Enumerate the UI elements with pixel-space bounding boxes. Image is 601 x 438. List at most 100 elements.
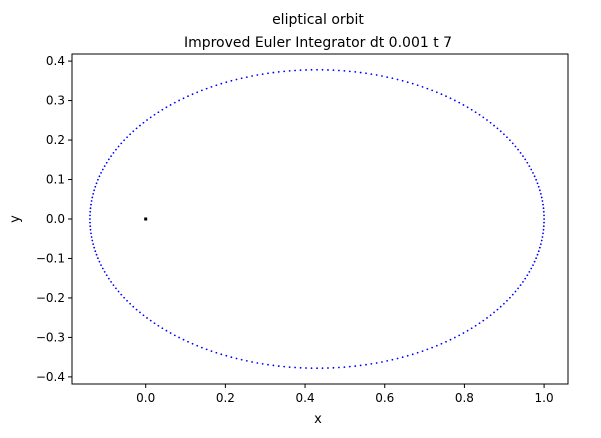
y-tick-label: −0.4 xyxy=(36,370,65,384)
orbit-point xyxy=(348,70,351,73)
orbit-point xyxy=(91,239,94,242)
orbit-point xyxy=(210,350,213,353)
orbit-point xyxy=(142,121,145,124)
orbit-point xyxy=(299,366,302,369)
orbit-point xyxy=(310,367,313,370)
orbit-point xyxy=(191,93,194,96)
orbit-point xyxy=(89,207,92,210)
orbit-point xyxy=(542,232,544,235)
orbit-point xyxy=(187,95,189,98)
orbit-point xyxy=(261,362,264,365)
orbit-point xyxy=(110,155,112,158)
orbit-point xyxy=(517,287,519,290)
orbit-points xyxy=(89,68,545,370)
orbit-point xyxy=(267,363,269,366)
orbit-point xyxy=(135,308,138,311)
orbit-point xyxy=(215,84,218,87)
orbit-point xyxy=(332,366,335,369)
orbit-point xyxy=(478,113,481,116)
orbit-point xyxy=(142,314,145,317)
orbit-point xyxy=(519,284,522,287)
orbit-point xyxy=(251,75,253,77)
orbit-point xyxy=(474,111,477,114)
orbit-point xyxy=(235,78,238,81)
orbit-point xyxy=(386,360,389,362)
orbit-point xyxy=(431,346,434,349)
orbit-point xyxy=(89,218,91,220)
orbit-point xyxy=(506,299,508,302)
orbit-point xyxy=(489,121,492,124)
orbit-point xyxy=(94,185,97,188)
orbit-point xyxy=(411,353,414,356)
orbit-point xyxy=(375,74,378,76)
orbit-point xyxy=(526,274,529,277)
orbit-point xyxy=(509,296,511,299)
orbit-point xyxy=(503,302,505,305)
orbit-point xyxy=(482,116,485,119)
orbit-point xyxy=(470,108,473,111)
orbit-point xyxy=(445,340,447,343)
orbit-point xyxy=(129,302,132,305)
y-tick-label: 0.2 xyxy=(46,133,65,147)
orbit-point xyxy=(117,290,120,293)
orbit-point xyxy=(205,87,208,90)
orbit-point xyxy=(537,250,540,253)
orbit-point xyxy=(97,178,99,181)
orbit-point xyxy=(493,311,495,314)
orbit-point xyxy=(536,253,539,256)
orbit-point xyxy=(90,203,92,206)
orbit-point xyxy=(305,69,307,71)
orbit-point xyxy=(245,360,248,362)
orbit-point xyxy=(540,196,543,199)
orbit-point xyxy=(187,340,189,343)
orbit-point xyxy=(524,277,527,280)
orbit-point xyxy=(543,221,545,224)
central-body-point xyxy=(144,217,148,221)
orbit-point xyxy=(94,250,97,253)
orbit-point xyxy=(240,358,243,361)
orbit-point xyxy=(496,127,499,130)
orbit-point xyxy=(120,293,123,296)
orbit-point xyxy=(215,351,218,354)
orbit-point xyxy=(462,104,465,106)
orbit-point xyxy=(90,236,93,238)
orbit-point xyxy=(538,246,541,249)
y-tick-label: −0.2 xyxy=(36,291,65,305)
orbit-point xyxy=(112,151,115,154)
orbit-point xyxy=(157,111,160,114)
orbit-point xyxy=(474,324,477,327)
orbit-point xyxy=(139,311,141,314)
orbit-point xyxy=(107,158,110,161)
orbit-point xyxy=(272,71,275,74)
orbit-point xyxy=(153,322,156,325)
orbit-point xyxy=(493,124,495,127)
y-tick-label: 0.4 xyxy=(46,54,65,68)
orbit-point xyxy=(542,225,545,228)
orbit-point xyxy=(401,356,404,359)
orbit-point xyxy=(98,260,101,263)
y-axis-label: y xyxy=(8,215,23,223)
orbit-point xyxy=(225,81,228,84)
orbit-point xyxy=(93,189,96,192)
orbit-point xyxy=(132,305,135,308)
chart-title: eliptical orbit xyxy=(272,12,364,28)
orbit-point xyxy=(514,290,517,293)
orbit-point xyxy=(103,165,106,167)
orbit-point xyxy=(146,119,148,121)
orbit-point xyxy=(310,68,313,71)
central-body-marker xyxy=(144,217,148,221)
orbit-point xyxy=(123,296,126,299)
orbit-point xyxy=(338,69,340,72)
orbit-point xyxy=(482,319,485,322)
orbit-point xyxy=(146,317,148,319)
orbit-point xyxy=(115,148,117,151)
orbit-point xyxy=(261,73,264,76)
orbit-point xyxy=(196,91,199,94)
orbit-point xyxy=(91,196,94,199)
orbit-point xyxy=(406,81,409,84)
orbit-point xyxy=(540,239,543,242)
orbit-point xyxy=(182,338,185,341)
orbit-point xyxy=(536,182,539,185)
orbit-point xyxy=(391,358,394,361)
orbit-point xyxy=(321,68,324,71)
